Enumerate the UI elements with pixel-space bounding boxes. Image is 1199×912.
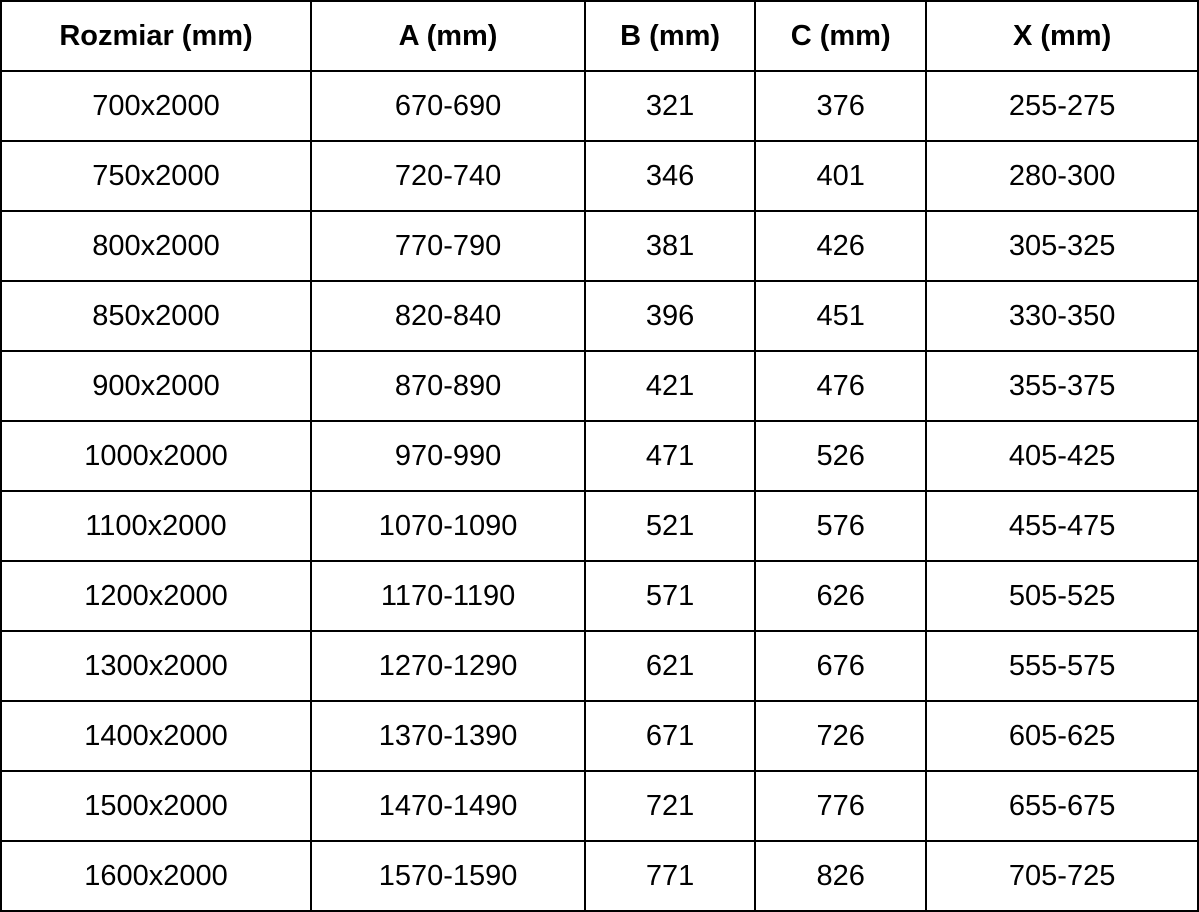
table-cell-x: 280-300 [925,140,1199,212]
table-cell-c: 826 [754,840,928,912]
column-header-x: X (mm) [925,0,1199,72]
table-cell-a: 1570-1590 [310,840,587,912]
table-cell-x: 455-475 [925,490,1199,562]
table-cell-rozmiar: 800x2000 [0,210,313,282]
table-cell-b: 471 [584,420,757,492]
table-cell-a: 770-790 [310,210,587,282]
table-cell-c: 776 [754,770,928,842]
table-cell-rozmiar: 1200x2000 [0,560,313,632]
table-row: 1500x2000 1470-1490 721 776 655-675 [0,770,1199,842]
table-cell-b: 381 [584,210,757,282]
table-cell-x: 705-725 [925,840,1199,912]
column-header-a: A (mm) [310,0,587,72]
table-cell-a: 1470-1490 [310,770,587,842]
table-cell-b: 671 [584,700,757,772]
column-header-b: B (mm) [584,0,757,72]
table-row: 1300x2000 1270-1290 621 676 555-575 [0,630,1199,702]
table-cell-rozmiar: 1100x2000 [0,490,313,562]
table-cell-c: 376 [754,70,928,142]
table-cell-b: 396 [584,280,757,352]
table-row: 700x2000 670-690 321 376 255-275 [0,70,1199,142]
table-row: 750x2000 720-740 346 401 280-300 [0,140,1199,212]
table-cell-a: 820-840 [310,280,587,352]
table-cell-x: 330-350 [925,280,1199,352]
table-row: 800x2000 770-790 381 426 305-325 [0,210,1199,282]
table-cell-b: 521 [584,490,757,562]
table-cell-rozmiar: 700x2000 [0,70,313,142]
table-cell-x: 505-525 [925,560,1199,632]
table-cell-x: 305-325 [925,210,1199,282]
table-row: 1000x2000 970-990 471 526 405-425 [0,420,1199,492]
table-cell-rozmiar: 1300x2000 [0,630,313,702]
table-row: 1100x2000 1070-1090 521 576 455-475 [0,490,1199,562]
table-body: 700x2000 670-690 321 376 255-275 750x2000 720-… [0,70,1199,912]
table-cell-a: 1170-1190 [310,560,587,632]
table-row: 1200x2000 1170-1190 571 626 505-525 [0,560,1199,632]
table-cell-rozmiar: 1400x2000 [0,700,313,772]
table-row: 900x2000 870-890 421 476 355-375 [0,350,1199,422]
table-cell-a: 1070-1090 [310,490,587,562]
table-cell-a: 670-690 [310,70,587,142]
table-cell-rozmiar: 850x2000 [0,280,313,352]
table-row: 850x2000 820-840 396 451 330-350 [0,280,1199,352]
table-cell-a: 1270-1290 [310,630,587,702]
column-header-c: C (mm) [754,0,928,72]
table-cell-c: 676 [754,630,928,702]
table-cell-a: 970-990 [310,420,587,492]
table-cell-x: 605-625 [925,700,1199,772]
table-cell-b: 621 [584,630,757,702]
table-cell-x: 655-675 [925,770,1199,842]
table-cell-c: 526 [754,420,928,492]
table-cell-rozmiar: 750x2000 [0,140,313,212]
table-cell-a: 1370-1390 [310,700,587,772]
table-cell-c: 426 [754,210,928,282]
table-cell-x: 555-575 [925,630,1199,702]
table-cell-x: 355-375 [925,350,1199,422]
column-header-rozmiar: Rozmiar (mm) [0,0,313,72]
table-cell-c: 576 [754,490,928,562]
table-cell-c: 401 [754,140,928,212]
table-cell-a: 720-740 [310,140,587,212]
table-cell-a: 870-890 [310,350,587,422]
table-cell-b: 571 [584,560,757,632]
table-cell-rozmiar: 1000x2000 [0,420,313,492]
header-row: Rozmiar (mm) A (mm) B (mm) C (mm) X (mm) [0,0,1199,72]
table-cell-c: 476 [754,350,928,422]
table-cell-b: 421 [584,350,757,422]
table-cell-b: 771 [584,840,757,912]
table-row: 1600x2000 1570-1590 771 826 705-725 [0,840,1199,912]
table-cell-c: 451 [754,280,928,352]
table-cell-b: 321 [584,70,757,142]
table-cell-b: 346 [584,140,757,212]
table-header: Rozmiar (mm) A (mm) B (mm) C (mm) X (mm) [0,0,1199,72]
table-cell-rozmiar: 1600x2000 [0,840,313,912]
table-cell-rozmiar: 1500x2000 [0,770,313,842]
table-cell-rozmiar: 900x2000 [0,350,313,422]
table-cell-c: 626 [754,560,928,632]
table-cell-x: 405-425 [925,420,1199,492]
table-cell-x: 255-275 [925,70,1199,142]
table-cell-c: 726 [754,700,928,772]
table-row: 1400x2000 1370-1390 671 726 605-625 [0,700,1199,772]
table-cell-b: 721 [584,770,757,842]
